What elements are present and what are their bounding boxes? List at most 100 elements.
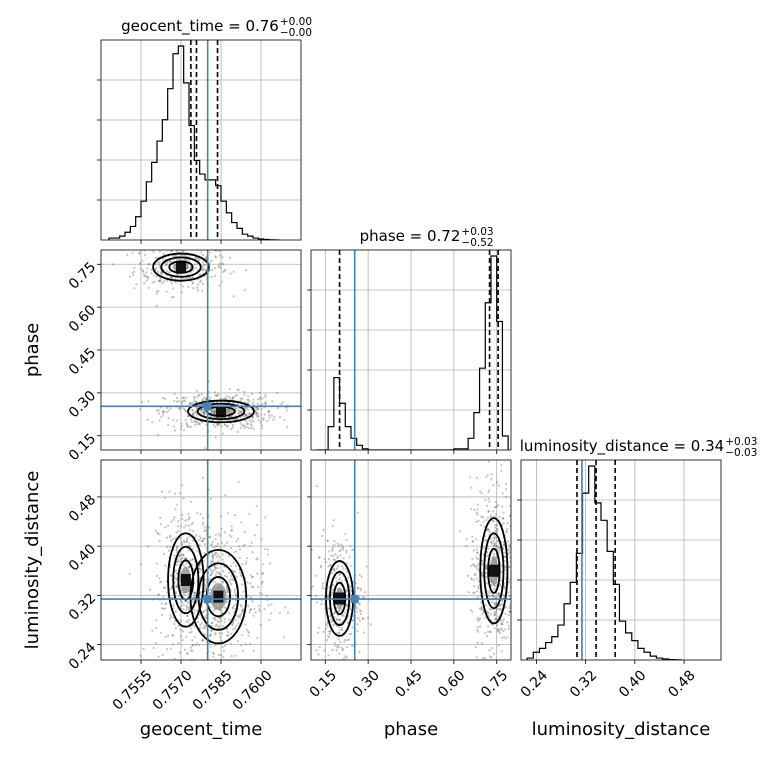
scatter-point	[172, 296, 175, 299]
scatter-point	[473, 565, 477, 568]
scatter-point	[493, 603, 496, 606]
scatter-point	[229, 564, 232, 568]
scatter-point	[182, 539, 186, 543]
scatter-point	[249, 669, 251, 671]
scatter-point	[512, 596, 514, 598]
scatter-point	[188, 401, 192, 404]
scatter-point	[237, 622, 240, 625]
scatter-point	[348, 633, 351, 636]
scatter-point	[209, 634, 212, 637]
scatter-point	[321, 582, 325, 585]
scatter-point	[338, 549, 341, 553]
scatter-point	[502, 522, 505, 525]
scatter-point	[502, 543, 506, 546]
panel-title-text: luminosity_distance = 0.34	[520, 437, 724, 456]
scatter-point	[215, 394, 218, 397]
scatter-point	[146, 275, 149, 278]
scatter-point	[238, 556, 241, 559]
scatter-point	[285, 425, 289, 428]
scatter-point	[479, 625, 482, 628]
scatter-point	[203, 624, 206, 627]
scatter-point	[146, 267, 149, 270]
scatter-point	[257, 408, 260, 411]
scatter-point	[171, 287, 175, 290]
scatter-point	[494, 524, 497, 527]
scatter-point	[189, 545, 192, 548]
scatter-point	[201, 476, 204, 479]
scatter-point	[473, 579, 476, 582]
scatter-point	[203, 609, 206, 613]
scatter-point	[499, 631, 502, 635]
scatter-point	[229, 581, 232, 584]
scatter-point	[487, 594, 490, 597]
scatter-point	[227, 415, 230, 419]
scatter-point	[201, 539, 204, 542]
scatter-point	[235, 407, 238, 410]
scatter-point	[215, 551, 218, 555]
scatter-point	[505, 530, 508, 534]
scatter-point	[203, 526, 206, 529]
scatter-point	[203, 413, 206, 416]
scatter-point	[181, 285, 185, 288]
scatter-point	[138, 251, 142, 254]
y-tick-label-luminosity-distance: 0.24	[66, 640, 99, 673]
scatter-point	[174, 577, 177, 580]
scatter-point	[208, 642, 211, 645]
scatter-point	[216, 424, 219, 427]
scatter-point	[184, 557, 187, 560]
scatter-point	[240, 583, 244, 586]
scatter-point	[251, 585, 255, 589]
scatter-point	[260, 538, 263, 541]
scatter-point	[160, 631, 163, 634]
scatter-point	[256, 407, 259, 410]
scatter-point	[212, 652, 216, 655]
scatter-point	[204, 398, 208, 401]
scatter-point	[215, 623, 218, 626]
scatter-point	[209, 629, 213, 632]
scatter-point	[191, 649, 194, 653]
scatter-point	[284, 606, 287, 609]
scatter-point	[498, 515, 501, 518]
scatter-point	[248, 545, 252, 548]
scatter-point	[209, 606, 212, 609]
scatter-point	[180, 424, 183, 428]
scatter-point	[177, 642, 180, 645]
scatter-point	[331, 549, 334, 552]
scatter-point	[317, 653, 320, 656]
scatter-point	[494, 610, 498, 613]
scatter-point	[143, 275, 146, 278]
scatter-point	[341, 545, 344, 548]
scatter-point	[349, 608, 352, 611]
scatter-point	[247, 408, 250, 411]
scatter-point	[341, 546, 344, 549]
scatter-point	[181, 553, 184, 556]
scatter-point	[208, 251, 212, 254]
scatter-point	[235, 550, 238, 553]
scatter-point	[181, 517, 184, 520]
scatter-point	[194, 410, 197, 414]
scatter-point	[155, 619, 158, 622]
y-tick-label-phase: 0.15	[66, 431, 99, 464]
scatter-point	[214, 533, 217, 537]
scatter-point	[244, 670, 246, 672]
scatter-point	[211, 558, 214, 562]
scatter-point	[513, 549, 515, 551]
scatter-point	[202, 241, 204, 243]
scatter-point	[219, 266, 223, 269]
scatter-point	[182, 497, 185, 500]
scatter-point	[344, 532, 347, 535]
scatter-point	[200, 622, 203, 625]
scatter-point	[278, 611, 281, 615]
x-tick-label-luminosity-distance: 0.24	[518, 667, 551, 700]
scatter-point	[262, 563, 265, 566]
scatter-point	[228, 578, 231, 582]
scatter-point	[251, 550, 254, 554]
scatter-point	[489, 672, 491, 674]
scatter-point	[342, 657, 346, 660]
scatter-point	[487, 591, 490, 594]
scatter-point	[489, 660, 491, 662]
scatter-point	[281, 401, 284, 404]
scatter-point	[203, 543, 207, 546]
scatter-point	[183, 258, 186, 262]
scatter-point	[226, 588, 229, 591]
